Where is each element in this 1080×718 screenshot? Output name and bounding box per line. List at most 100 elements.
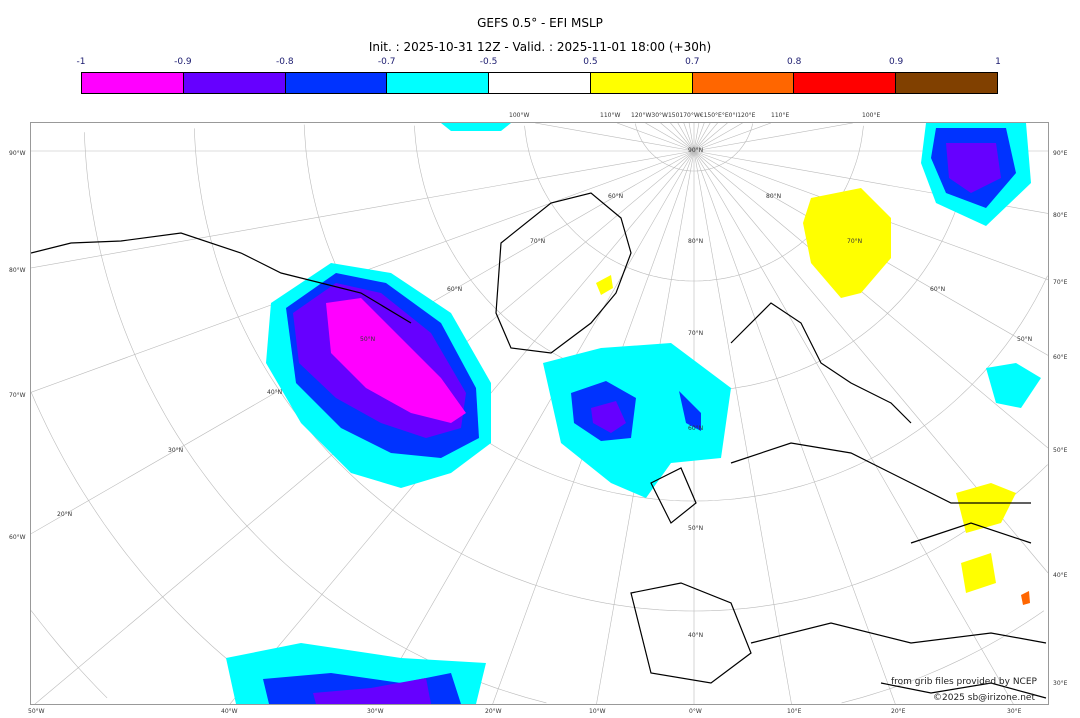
longitude-line — [693, 123, 772, 152]
left-longitude-label: 80°W — [9, 267, 26, 274]
latitude-label: 50°N — [360, 336, 376, 343]
colorbar — [81, 72, 998, 94]
longitude-line — [693, 150, 1014, 704]
colorbar-tick: -0.8 — [275, 57, 294, 67]
latitude-label: 50°N — [688, 525, 704, 532]
latitude-label: 40°N — [688, 632, 704, 639]
efi-region-blue — [679, 391, 701, 431]
colorbar-segment — [590, 73, 693, 93]
longitude-line — [693, 123, 705, 152]
efi-region-yellow — [961, 553, 996, 593]
longitude-line — [374, 150, 695, 704]
efi-field — [226, 123, 1041, 704]
colorbar-segment — [82, 73, 184, 93]
bottom-longitude-label: 30°E — [1007, 708, 1022, 715]
right-longitude-label: 30°E — [1053, 680, 1068, 687]
map — [30, 122, 1049, 705]
bottom-longitude-label: 50°W — [28, 708, 45, 715]
latitude-label: 60°N — [688, 425, 704, 432]
colorbar-tick: 1 — [995, 57, 1001, 67]
bottom-longitude-label: 10°W — [589, 708, 606, 715]
longitude-line — [683, 123, 695, 152]
latitude-line — [31, 610, 108, 699]
bottom-longitude-label: 30°W — [367, 708, 384, 715]
efi-region-violet — [313, 678, 431, 704]
colorbar-tick: 0.5 — [583, 57, 598, 67]
right-longitude-label: 50°E — [1053, 447, 1068, 454]
efi-region-violet — [946, 143, 1001, 193]
latitude-label: 60°N — [608, 193, 624, 200]
colorbar-segment — [183, 73, 286, 93]
efi-region-magenta — [326, 298, 466, 423]
colorbar-segment — [387, 73, 490, 93]
colorbar-tick: -0.9 — [174, 57, 192, 67]
bottom-longitude-label: 40°W — [221, 708, 238, 715]
colorbar-tick: -0.7 — [377, 57, 396, 67]
longitude-line — [693, 150, 1048, 449]
right-longitude-label: 70°E — [1053, 279, 1068, 286]
bottom-longitude-label: 20°W — [485, 708, 502, 715]
colorbar-segment — [285, 73, 388, 93]
chart-subtitle: Init. : 2025-10-31 12Z - Valid. : 2025-1… — [368, 40, 712, 54]
latitude-label: 20°N — [57, 511, 73, 518]
top-longitude-label: 120°W30°W150170°W€150°E°E0°I120°E — [631, 112, 756, 119]
colorbar-segment — [794, 73, 897, 93]
colorbar-tick: -1 — [76, 57, 86, 67]
longitude-line — [693, 150, 792, 704]
longitude-line — [693, 123, 853, 152]
coastlines — [31, 192, 1047, 699]
top-longitude-label: 110°W — [600, 112, 621, 119]
latitude-label: 70°N — [847, 238, 863, 245]
colorbar-tick: 0.8 — [787, 57, 802, 67]
longitude-line — [688, 123, 695, 152]
latitude-label: 40°N — [267, 389, 283, 396]
credit-source: from grib files provided by NCEP — [891, 677, 1037, 687]
bottom-longitude-label: 0°W — [689, 708, 702, 715]
credit-author: ©2025 sb@irizone.net — [933, 693, 1035, 703]
latitude-label: 80°N — [688, 238, 704, 245]
latitude-label: 50°N — [1017, 336, 1033, 343]
top-longitude-label: 110°E — [771, 112, 790, 119]
longitude-line — [677, 123, 695, 152]
efi-region-yellow — [596, 275, 613, 295]
longitude-line — [693, 123, 743, 152]
latitude-label: 60°N — [447, 286, 463, 293]
longitude-line — [693, 123, 700, 152]
colorbar-tick: 0.9 — [888, 57, 904, 67]
longitude-line — [616, 123, 695, 152]
latitude-line — [194, 128, 1048, 612]
longitude-line — [670, 123, 695, 152]
longitude-line — [660, 123, 695, 152]
longitude-line — [693, 150, 896, 704]
top-longitude-label: 100°E — [862, 112, 881, 119]
latitude-label: 90°N — [688, 147, 704, 154]
latitude-label: 70°N — [530, 238, 546, 245]
latitude-label: 70°N — [688, 330, 704, 337]
colorbar-segment — [489, 73, 591, 93]
bottom-longitude-label: 20°E — [891, 708, 906, 715]
right-longitude-label: 60°E — [1053, 354, 1068, 361]
longitude-line — [693, 123, 718, 152]
efi-region-cyan — [441, 123, 511, 131]
latitude-line — [841, 610, 1045, 704]
colorbar-tick: -0.5 — [479, 57, 498, 67]
left-longitude-label: 60°W — [9, 534, 26, 541]
longitude-line — [31, 150, 695, 269]
colorbar-segment — [896, 73, 998, 93]
top-longitude-label: 100°W — [509, 112, 530, 119]
left-longitude-label: 90°W — [9, 150, 26, 157]
colorbar-tick: 0.7 — [685, 57, 700, 67]
longitude-line — [693, 123, 711, 152]
efi-region-orange — [1021, 591, 1030, 605]
left-longitude-label: 70°W — [9, 392, 26, 399]
map-canvas — [31, 123, 1048, 704]
efi-region-violet — [591, 401, 626, 433]
chart-title: GEFS 0.5° - EFI MSLP — [477, 16, 603, 30]
graticule — [31, 123, 1048, 704]
latitude-label: 30°N — [168, 447, 184, 454]
latitude-label: 60°N — [930, 286, 946, 293]
longitude-line — [535, 123, 695, 152]
efi-region-cyan — [543, 343, 731, 498]
bottom-longitude-label: 10°E — [787, 708, 802, 715]
latitude-label: 80°N — [766, 193, 782, 200]
